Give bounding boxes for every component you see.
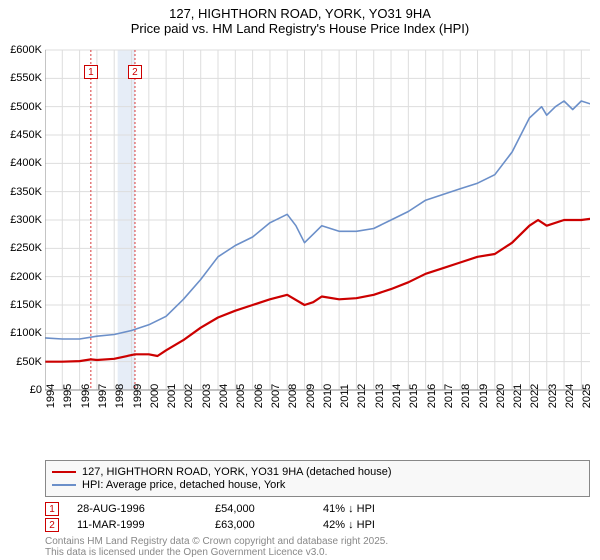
sale-price: £63,000: [215, 519, 305, 531]
x-tick-label: 1998: [114, 384, 126, 408]
y-tick-label: £100K: [10, 327, 42, 339]
sales-table: 1 28-AUG-1996 £54,000 41% ↓ HPI 2 11-MAR…: [45, 500, 590, 534]
title-line1: 127, HIGHTHORN ROAD, YORK, YO31 9HA: [0, 6, 600, 21]
x-tick-label: 2000: [149, 384, 161, 408]
x-tick-label: 2011: [339, 384, 351, 408]
sale-marker-1: 1: [45, 502, 59, 516]
x-tick-label: 2025: [581, 384, 593, 408]
sale-row-1: 1 28-AUG-1996 £54,000 41% ↓ HPI: [45, 502, 590, 516]
x-tick-label: 1995: [62, 384, 74, 408]
x-tick-label: 2002: [183, 384, 195, 408]
x-tick-label: 2015: [408, 384, 420, 408]
y-tick-label: £0: [30, 384, 42, 396]
x-tick-label: 2022: [529, 384, 541, 408]
x-tick-label: 2018: [460, 384, 472, 408]
x-tick-label: 2012: [356, 384, 368, 408]
y-tick-label: £350K: [10, 186, 42, 198]
y-tick-label: £200K: [10, 271, 42, 283]
x-tick-label: 2013: [374, 384, 386, 408]
title-line2: Price paid vs. HM Land Registry's House …: [0, 21, 600, 36]
y-tick-label: £50K: [16, 356, 42, 368]
x-tick-label: 2006: [253, 384, 265, 408]
x-tick-label: 1996: [80, 384, 92, 408]
x-tick-label: 2019: [478, 384, 490, 408]
legend-swatch: [52, 484, 76, 486]
y-tick-label: £400K: [10, 157, 42, 169]
y-tick-label: £550K: [10, 72, 42, 84]
sale-hpi-delta: 41% ↓ HPI: [323, 503, 413, 515]
x-tick-label: 2021: [512, 384, 524, 408]
x-tick-label: 2024: [564, 384, 576, 408]
sale-date: 11-MAR-1999: [77, 519, 197, 531]
x-tick-label: 2016: [426, 384, 438, 408]
y-tick-label: £250K: [10, 242, 42, 254]
footer-line2: This data is licensed under the Open Gov…: [45, 547, 388, 558]
x-tick-label: 2005: [235, 384, 247, 408]
y-tick-label: £450K: [10, 129, 42, 141]
legend-label: 127, HIGHTHORN ROAD, YORK, YO31 9HA (det…: [82, 466, 392, 478]
x-tick-label: 2017: [443, 384, 455, 408]
x-tick-label: 2007: [270, 384, 282, 408]
sale-date: 28-AUG-1996: [77, 503, 197, 515]
sale-hpi-delta: 42% ↓ HPI: [323, 519, 413, 531]
legend-label: HPI: Average price, detached house, York: [82, 479, 285, 491]
y-tick-label: £300K: [10, 214, 42, 226]
x-tick-label: 2008: [287, 384, 299, 408]
x-tick-label: 2009: [305, 384, 317, 408]
y-tick-label: £600K: [10, 44, 42, 56]
x-tick-label: 2023: [547, 384, 559, 408]
y-tick-label: £500K: [10, 101, 42, 113]
event-marker: 1: [84, 65, 98, 79]
x-tick-label: 2014: [391, 384, 403, 408]
x-tick-label: 2003: [201, 384, 213, 408]
sale-price: £54,000: [215, 503, 305, 515]
footer-line1: Contains HM Land Registry data © Crown c…: [45, 536, 388, 547]
sale-marker-2: 2: [45, 518, 59, 532]
footer-attribution: Contains HM Land Registry data © Crown c…: [45, 536, 388, 558]
event-marker: 2: [128, 65, 142, 79]
x-tick-label: 1994: [45, 384, 57, 408]
sale-row-2: 2 11-MAR-1999 £63,000 42% ↓ HPI: [45, 518, 590, 532]
chart-area: [45, 45, 590, 425]
x-tick-label: 1997: [97, 384, 109, 408]
x-tick-label: 2010: [322, 384, 334, 408]
x-tick-label: 2001: [166, 384, 178, 408]
chart-title-block: 127, HIGHTHORN ROAD, YORK, YO31 9HA Pric…: [0, 0, 600, 36]
legend-swatch: [52, 471, 76, 473]
y-tick-label: £150K: [10, 299, 42, 311]
chart-svg: [45, 45, 590, 425]
x-tick-label: 2020: [495, 384, 507, 408]
legend-item-hpi: HPI: Average price, detached house, York: [52, 479, 583, 491]
legend-item-price-paid: 127, HIGHTHORN ROAD, YORK, YO31 9HA (det…: [52, 466, 583, 478]
legend-box: 127, HIGHTHORN ROAD, YORK, YO31 9HA (det…: [45, 460, 590, 497]
x-tick-label: 1999: [132, 384, 144, 408]
x-tick-label: 2004: [218, 384, 230, 408]
